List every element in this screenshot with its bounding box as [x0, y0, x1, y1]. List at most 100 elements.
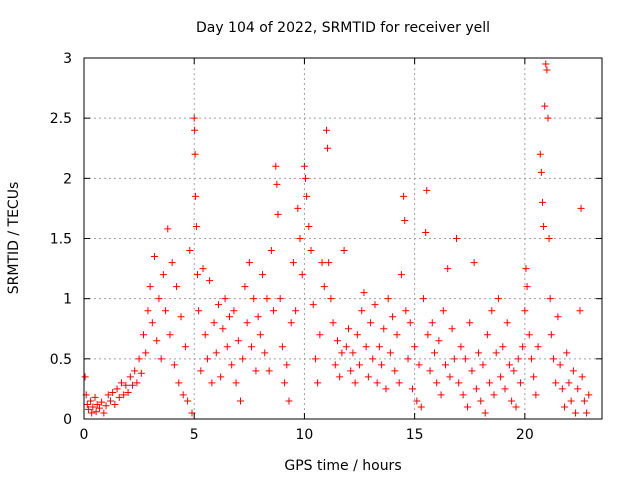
data-point: [558, 385, 566, 393]
data-point: [102, 402, 110, 410]
data-point: [373, 379, 381, 387]
data-point: [534, 343, 542, 351]
data-point: [391, 367, 399, 375]
data-point: [386, 349, 394, 357]
data-point: [530, 373, 538, 381]
data-point: [499, 343, 507, 351]
data-point: [389, 313, 397, 321]
data-point: [545, 235, 553, 242]
data-point: [292, 307, 300, 315]
data-point: [367, 319, 375, 327]
data-point: [89, 403, 97, 411]
data-point: [508, 397, 516, 405]
data-point: [490, 391, 498, 399]
data-point: [532, 391, 540, 399]
y-tick-label: 2.5: [50, 111, 72, 127]
data-point: [338, 349, 346, 357]
data-point: [439, 307, 447, 315]
data-point: [248, 343, 256, 351]
data-point: [281, 379, 289, 387]
data-point: [300, 162, 308, 170]
data-point: [477, 397, 485, 405]
data-point: [259, 271, 267, 279]
data-point: [298, 271, 306, 279]
data-point: [274, 210, 282, 218]
data-point: [369, 355, 377, 363]
data-point: [345, 325, 353, 333]
data-point: [580, 397, 588, 405]
data-point: [475, 349, 483, 357]
data-point: [358, 307, 366, 315]
data-points: [81, 60, 593, 417]
data-point: [223, 343, 231, 351]
data-point: [554, 313, 562, 321]
data-point: [261, 349, 269, 357]
data-point: [378, 361, 386, 369]
data-point: [577, 204, 585, 212]
data-point: [83, 401, 91, 409]
data-point: [565, 379, 573, 387]
data-point: [314, 379, 322, 387]
data-point: [333, 337, 341, 345]
data-point: [311, 355, 319, 363]
data-point: [537, 168, 545, 176]
data-point: [400, 192, 408, 200]
data-point: [336, 373, 344, 381]
data-point: [159, 271, 167, 279]
data-point: [184, 397, 192, 405]
data-point: [472, 385, 480, 393]
data-point: [234, 337, 242, 345]
data-point: [437, 391, 445, 399]
data-point: [512, 403, 520, 411]
data-point: [179, 391, 187, 399]
data-point: [155, 295, 163, 303]
data-point: [406, 319, 414, 327]
data-point: [384, 295, 392, 303]
data-point: [494, 295, 502, 303]
data-point: [380, 325, 388, 333]
data-point: [488, 307, 496, 315]
x-tick-label: 0: [80, 427, 89, 443]
data-point: [208, 379, 216, 387]
data-point: [382, 385, 390, 393]
data-point: [175, 379, 183, 387]
data-point: [194, 271, 202, 279]
data-point: [151, 253, 159, 261]
data-point: [88, 409, 96, 417]
data-point: [349, 349, 357, 357]
data-point: [109, 389, 117, 397]
data-point: [527, 355, 535, 363]
data-point: [585, 391, 593, 399]
data-point: [117, 379, 125, 387]
chart-title: Day 104 of 2022, SRMTID for receiver yel…: [196, 20, 490, 36]
data-point: [544, 114, 552, 122]
data-point: [87, 397, 95, 405]
data-point: [523, 283, 531, 291]
data-point: [360, 289, 368, 297]
data-point: [351, 379, 359, 387]
data-point: [128, 381, 136, 389]
data-point: [556, 361, 564, 369]
data-point: [252, 367, 260, 375]
data-point: [270, 307, 278, 315]
data-point: [106, 397, 114, 405]
data-point: [192, 222, 200, 230]
data-point: [190, 114, 198, 122]
data-point: [408, 385, 416, 393]
data-point: [133, 379, 141, 387]
data-point: [309, 301, 317, 309]
data-point: [265, 367, 273, 375]
data-point: [283, 361, 291, 369]
y-tick-label: 1.5: [50, 232, 72, 248]
data-point: [563, 349, 571, 357]
data-point: [514, 355, 522, 363]
data-point: [219, 325, 227, 333]
data-point: [459, 391, 467, 399]
data-point: [243, 319, 251, 327]
data-point: [331, 361, 339, 369]
data-point: [424, 331, 432, 339]
data-point: [289, 259, 297, 267]
data-point: [113, 385, 121, 393]
data-point: [95, 404, 103, 412]
data-point: [135, 355, 143, 363]
